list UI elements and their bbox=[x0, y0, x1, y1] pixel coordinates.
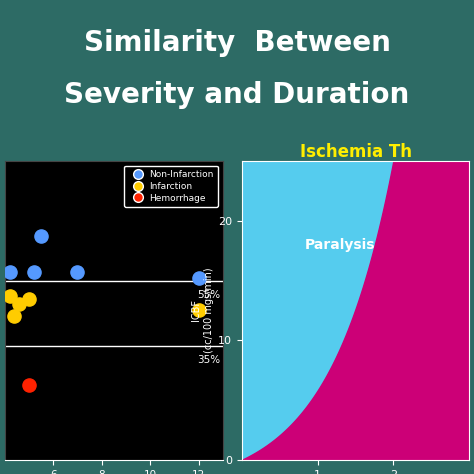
Point bbox=[73, 268, 81, 275]
Point bbox=[10, 313, 18, 320]
Point bbox=[195, 274, 202, 282]
Text: 35%: 35% bbox=[197, 356, 220, 365]
Point bbox=[25, 295, 33, 302]
Point bbox=[25, 381, 33, 389]
Y-axis label: ICBF
(cc/100 mgs/min): ICBF (cc/100 mgs/min) bbox=[191, 268, 214, 353]
Point bbox=[30, 268, 37, 275]
Point bbox=[16, 301, 23, 308]
Text: Paralysis: Paralysis bbox=[305, 238, 375, 252]
Title: Ischemia Th: Ischemia Th bbox=[300, 143, 411, 161]
Text: Similarity  Between: Similarity Between bbox=[83, 28, 391, 57]
Text: Severity and Duration: Severity and Duration bbox=[64, 81, 410, 109]
Text: 55%: 55% bbox=[197, 290, 220, 300]
Point bbox=[195, 307, 202, 314]
Point bbox=[6, 268, 13, 275]
Point bbox=[37, 232, 45, 240]
Legend: Non-Infarction, Infarction, Hemorrhage: Non-Infarction, Infarction, Hemorrhage bbox=[124, 166, 218, 207]
Point bbox=[6, 292, 13, 300]
